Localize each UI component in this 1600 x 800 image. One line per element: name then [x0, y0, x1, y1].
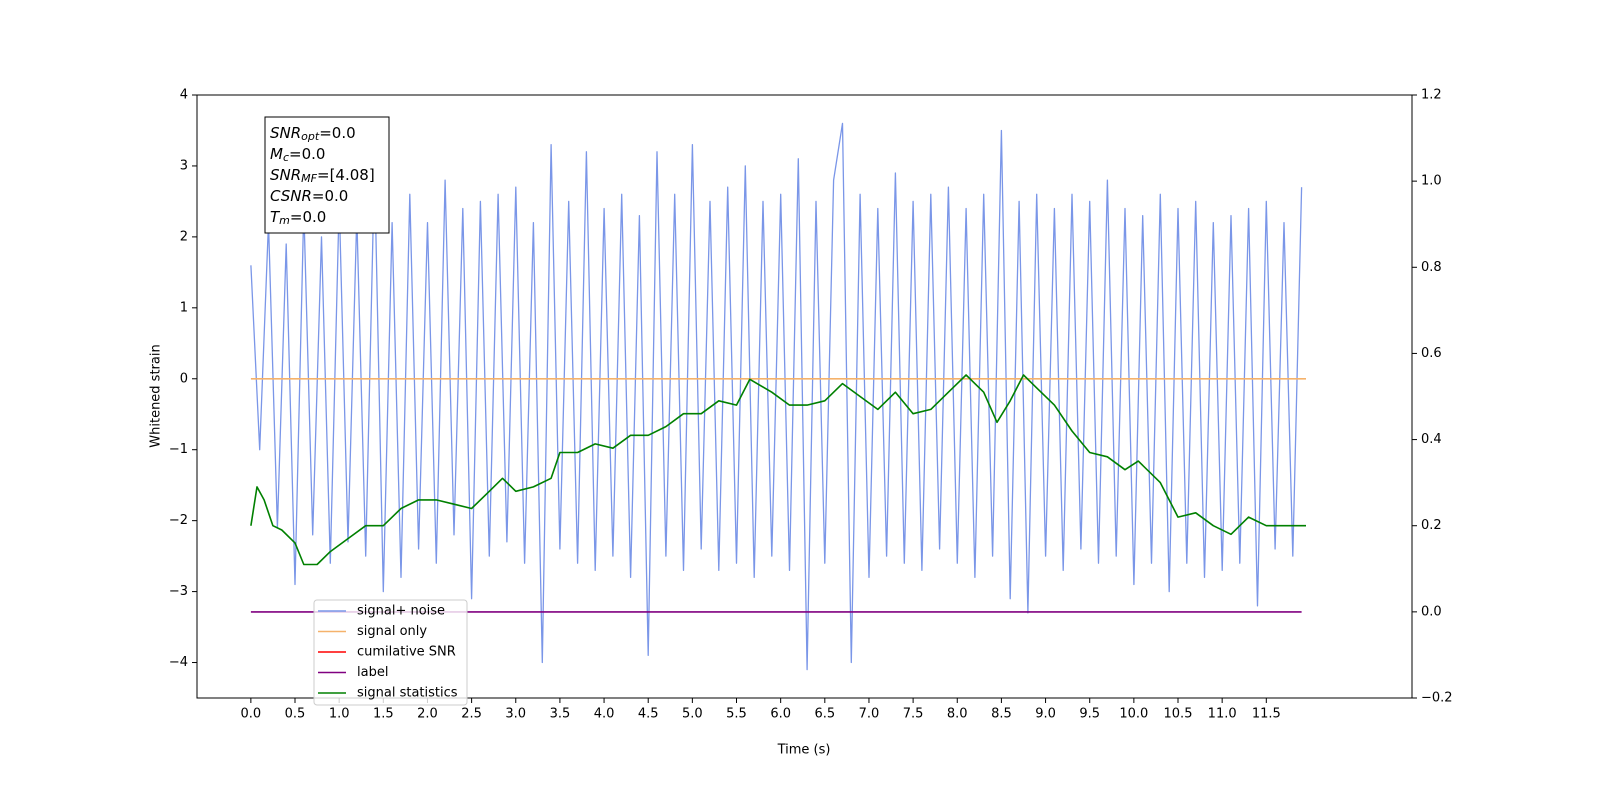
- annotation-base: SNR: [270, 166, 301, 184]
- x-tick-label: 4.0: [594, 707, 615, 722]
- x-tick-label: 2.5: [461, 707, 482, 722]
- annotation-base: T: [270, 208, 281, 226]
- y-tick-label: 0: [180, 371, 188, 386]
- annotation-base: SNR: [270, 124, 301, 142]
- annotation-text: =[4.08]: [317, 166, 375, 184]
- x-tick-label: 4.5: [638, 707, 659, 722]
- legend-label: signal statistics: [357, 686, 458, 701]
- annotation-base: M: [270, 145, 283, 163]
- annotation-box: [264, 116, 390, 234]
- y2-tick-label: 0.2: [1421, 518, 1442, 533]
- y-tick-label: 3: [180, 158, 188, 173]
- x-tick-label: 5.5: [726, 707, 747, 722]
- legend-label: cumilative SNR: [357, 645, 456, 660]
- series-line: [250, 122, 1303, 671]
- annotation-text: =0.0: [312, 187, 348, 205]
- annotation-sub: m: [279, 214, 290, 227]
- y2-tick-label: 0.6: [1421, 346, 1442, 361]
- annotation-line: SNRMF=[4.08]: [270, 166, 375, 186]
- legend-box: [313, 599, 468, 706]
- y2-tick-label: 0.8: [1421, 260, 1442, 275]
- plot-frame: [196, 94, 1413, 699]
- legend-label: signal+ noise: [357, 604, 445, 619]
- x-tick-label: 11.5: [1252, 707, 1281, 722]
- legend: signal+ noise signal only cumilative SNR la…: [313, 599, 468, 706]
- x-tick-label: 1.5: [373, 707, 394, 722]
- y2-tick-label: 1.0: [1421, 174, 1442, 189]
- x-tick-label: 8.0: [947, 707, 968, 722]
- annotation-line: CSNR=0.0: [270, 187, 348, 205]
- annotation-line: Tm=0.0: [270, 208, 326, 228]
- annotation-text: =0.0: [289, 145, 325, 163]
- x-tick-label: 6.5: [814, 707, 835, 722]
- x-tick-label: 3.0: [505, 707, 526, 722]
- annotation-base: CSNR: [270, 187, 312, 205]
- x-tick-label: 9.0: [1035, 707, 1056, 722]
- y-tick-label: −4: [169, 655, 188, 670]
- x-tick-label: 6.0: [770, 707, 791, 722]
- x-tick-label: 11.0: [1208, 707, 1237, 722]
- x-tick-label: 0.0: [241, 707, 262, 722]
- x-axis-label: Time (s): [777, 743, 831, 758]
- x-tick-label: 7.5: [903, 707, 924, 722]
- annotation-text: =0.0: [290, 208, 326, 226]
- annotation-sub: MF: [301, 172, 317, 185]
- legend-label: signal only: [357, 624, 427, 639]
- x-tick-label: 8.5: [991, 707, 1012, 722]
- y2-tick-label: 0.4: [1421, 432, 1442, 447]
- annotation-line: SNRopt=0.0: [270, 124, 356, 144]
- annotation-text: =0.0: [319, 124, 355, 142]
- series-line: [250, 374, 1306, 566]
- legend-label: label: [357, 665, 388, 680]
- annotation-line: Mc=0.0: [270, 145, 325, 165]
- x-tick-label: 3.5: [550, 707, 571, 722]
- y-tick-label: 2: [180, 229, 188, 244]
- y2-tick-label: 1.2: [1421, 88, 1442, 103]
- y2-tick-label: 0.0: [1421, 604, 1442, 619]
- x-tick-label: 9.5: [1079, 707, 1100, 722]
- x-tick-label: 1.0: [329, 707, 350, 722]
- annotation-sub: c: [283, 151, 289, 164]
- x-tick-label: 0.5: [285, 707, 306, 722]
- y-tick-label: −2: [169, 513, 188, 528]
- y2-tick-label: −0.2: [1421, 691, 1453, 706]
- y-tick-label: 1: [180, 300, 188, 315]
- y-tick-label: 4: [180, 88, 188, 103]
- annotation-sub: opt: [301, 130, 320, 143]
- x-tick-label: 10.5: [1164, 707, 1193, 722]
- annotation: SNRopt=0.0Mc=0.0SNRMF=[4.08]CSNR=0.0Tm=0…: [264, 116, 390, 234]
- x-tick-label: 10.0: [1119, 707, 1148, 722]
- y-axis-label: Whitened strain: [149, 344, 164, 447]
- y-tick-label: −1: [169, 442, 188, 457]
- y-tick-label: −3: [169, 584, 188, 599]
- x-tick-label: 7.0: [859, 707, 880, 722]
- x-tick-label: 5.0: [682, 707, 703, 722]
- x-tick-label: 2.0: [417, 707, 438, 722]
